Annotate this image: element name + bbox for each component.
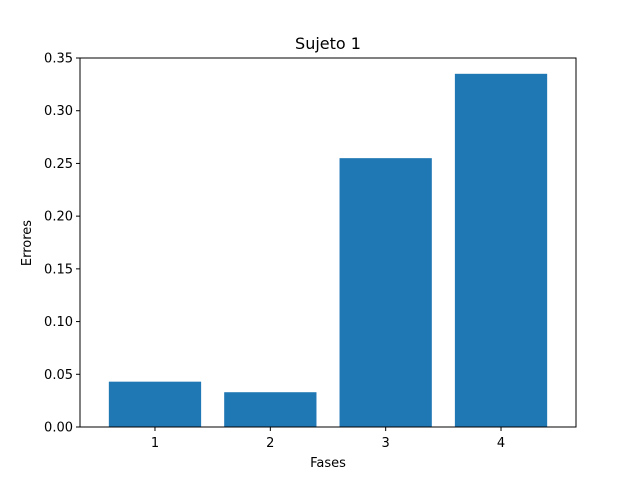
x-axis-label: Fases <box>310 456 346 471</box>
y-axis: 0.00 0.05 0.10 0.15 0.20 0.25 0.30 0.35 <box>44 52 80 436</box>
y-axis-label: Errores <box>20 220 35 266</box>
y-tick-label: 0.15 <box>44 262 73 277</box>
chart-title: Sujeto 1 <box>295 34 361 53</box>
bar-4 <box>454 73 548 427</box>
y-tick-label: 0.10 <box>44 315 73 330</box>
y-tick-label: 0.35 <box>44 52 73 67</box>
plot-frame <box>79 57 577 428</box>
x-axis: 1 2 3 4 <box>151 427 505 451</box>
bar-2 <box>224 392 317 427</box>
x-tick-label: 4 <box>497 436 505 451</box>
y-tick-label: 0.00 <box>44 421 73 436</box>
y-tick-label: 0.25 <box>44 157 73 172</box>
bars-group <box>108 73 548 427</box>
x-tick-label: 1 <box>151 436 159 451</box>
x-tick-label: 3 <box>382 436 390 451</box>
y-tick-label: 0.05 <box>44 368 73 383</box>
y-tick-label: 0.20 <box>44 210 73 225</box>
x-tick-label: 2 <box>266 436 274 451</box>
bar-3 <box>339 158 432 427</box>
y-tick-label: 0.30 <box>44 104 73 119</box>
bar-1 <box>108 381 202 427</box>
